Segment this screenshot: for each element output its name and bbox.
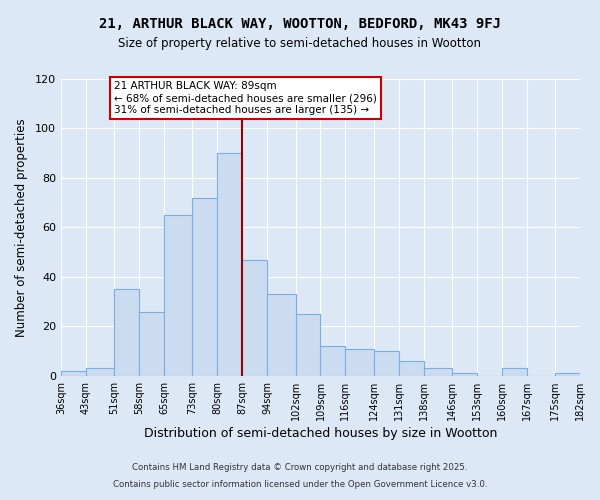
Text: Size of property relative to semi-detached houses in Wootton: Size of property relative to semi-detach… xyxy=(119,38,482,51)
Bar xyxy=(114,289,139,376)
Y-axis label: Number of semi-detached properties: Number of semi-detached properties xyxy=(15,118,28,336)
Bar xyxy=(502,368,527,376)
Bar xyxy=(217,153,242,376)
Bar xyxy=(242,260,267,376)
Text: Contains HM Land Registry data © Crown copyright and database right 2025.: Contains HM Land Registry data © Crown c… xyxy=(132,464,468,472)
Bar xyxy=(424,368,452,376)
Bar xyxy=(320,346,346,376)
Text: Contains public sector information licensed under the Open Government Licence v3: Contains public sector information licen… xyxy=(113,480,487,489)
Bar xyxy=(398,361,424,376)
Text: 21, ARTHUR BLACK WAY, WOOTTON, BEDFORD, MK43 9FJ: 21, ARTHUR BLACK WAY, WOOTTON, BEDFORD, … xyxy=(99,18,501,32)
Bar xyxy=(452,374,477,376)
Bar xyxy=(193,198,217,376)
Bar xyxy=(555,374,580,376)
Text: 21 ARTHUR BLACK WAY: 89sqm
← 68% of semi-detached houses are smaller (296)
31% o: 21 ARTHUR BLACK WAY: 89sqm ← 68% of semi… xyxy=(114,82,377,114)
Bar xyxy=(86,368,114,376)
Bar xyxy=(296,314,320,376)
Bar xyxy=(374,351,398,376)
Bar xyxy=(139,312,164,376)
Bar xyxy=(267,294,296,376)
Bar xyxy=(61,371,86,376)
X-axis label: Distribution of semi-detached houses by size in Wootton: Distribution of semi-detached houses by … xyxy=(144,427,497,440)
Bar xyxy=(346,348,374,376)
Bar xyxy=(164,215,193,376)
